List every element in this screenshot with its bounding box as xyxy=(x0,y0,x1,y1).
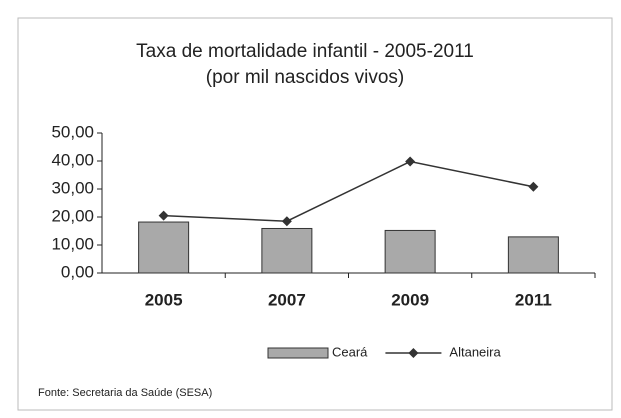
chart-title: Taxa de mortalidade infantil - 2005-2011 xyxy=(136,41,474,62)
bar xyxy=(261,227,313,274)
bar xyxy=(138,221,190,274)
y-tick-label: 10,00 xyxy=(51,234,94,253)
y-tick-label: 0,00 xyxy=(61,262,94,281)
marker xyxy=(158,210,169,221)
marker xyxy=(405,156,416,167)
chart-subtitle: (por mil nascidos vivos) xyxy=(206,67,405,88)
legend-label: Ceará xyxy=(332,344,368,359)
bar xyxy=(384,229,436,274)
y-tick-label: 30,00 xyxy=(51,178,94,197)
marker xyxy=(281,216,292,227)
x-tick-label: 2011 xyxy=(515,290,552,309)
y-tick-label: 20,00 xyxy=(51,206,94,225)
y-tick-label: 40,00 xyxy=(51,150,94,169)
source: Fonte: Secretaria da Saúde (SESA) xyxy=(38,387,212,399)
x-tick-label: 2005 xyxy=(145,290,183,309)
marker xyxy=(528,181,539,192)
legend-label: Altaneira xyxy=(449,344,501,359)
bar xyxy=(507,236,559,274)
line xyxy=(163,160,534,222)
x-tick-label: 2007 xyxy=(268,290,306,309)
y-tick-label: 50,00 xyxy=(51,122,94,141)
x-tick-label: 2009 xyxy=(391,290,429,309)
legend-marker xyxy=(408,348,419,358)
legend-swatch xyxy=(267,347,329,359)
frame xyxy=(17,17,613,411)
